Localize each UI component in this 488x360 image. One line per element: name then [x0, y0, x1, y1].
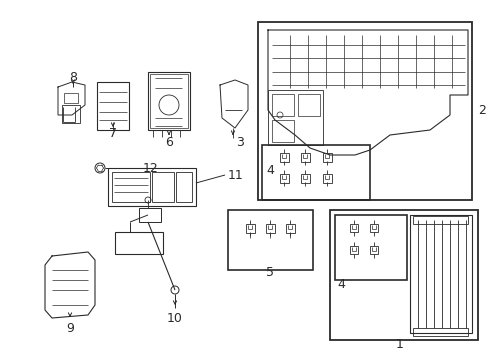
Bar [409, 215, 471, 333]
Text: 8: 8 [69, 71, 77, 84]
Bar [115, 232, 163, 254]
Text: 6: 6 [165, 135, 173, 149]
Bar [334, 215, 406, 280]
Bar [258, 22, 471, 200]
Bar [267, 90, 323, 145]
Bar [323, 153, 331, 162]
Bar [148, 72, 190, 130]
Text: 9: 9 [66, 321, 74, 334]
Bar [176, 172, 192, 202]
Bar [227, 210, 312, 270]
Bar [301, 174, 309, 183]
Bar [349, 246, 357, 254]
Bar [152, 172, 174, 202]
Bar [329, 210, 477, 340]
Bar [112, 172, 150, 202]
Bar [262, 145, 369, 200]
Text: 2: 2 [477, 104, 485, 117]
Text: 3: 3 [236, 135, 244, 149]
Bar [150, 74, 187, 128]
Bar [280, 153, 288, 162]
Bar [285, 224, 294, 233]
Bar [412, 328, 467, 336]
Bar [62, 105, 80, 123]
Text: 10: 10 [167, 311, 183, 324]
Text: 7: 7 [109, 126, 117, 140]
Bar [280, 174, 288, 183]
Text: 4: 4 [336, 279, 344, 292]
Bar [369, 224, 377, 232]
Bar [245, 224, 254, 233]
Bar [64, 93, 78, 103]
Bar [301, 153, 309, 162]
Text: 4: 4 [265, 163, 273, 176]
Bar [323, 174, 331, 183]
Text: 11: 11 [227, 168, 243, 181]
Bar [139, 208, 161, 222]
Bar [97, 82, 129, 130]
Bar [369, 246, 377, 254]
Bar [108, 168, 196, 206]
Bar [412, 216, 467, 224]
Bar [271, 94, 293, 116]
Bar [297, 94, 319, 116]
Text: 5: 5 [265, 266, 273, 279]
Text: 12: 12 [142, 162, 159, 175]
Bar [349, 224, 357, 232]
Bar [271, 120, 293, 142]
Text: 1: 1 [395, 338, 403, 351]
Bar [265, 224, 274, 233]
